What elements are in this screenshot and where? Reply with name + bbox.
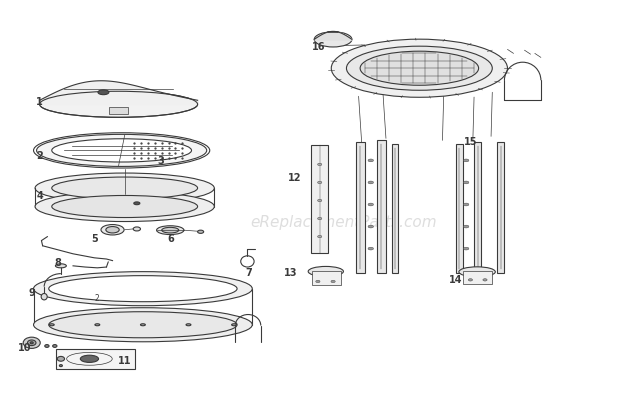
Ellipse shape (463, 247, 469, 250)
Bar (392, 144, 398, 273)
Ellipse shape (186, 324, 191, 326)
Ellipse shape (51, 196, 198, 218)
Text: 2: 2 (94, 294, 99, 303)
Ellipse shape (51, 177, 198, 199)
Ellipse shape (40, 91, 198, 117)
Ellipse shape (45, 345, 49, 347)
Ellipse shape (81, 355, 99, 362)
Ellipse shape (141, 324, 145, 326)
Ellipse shape (134, 202, 140, 204)
Ellipse shape (316, 280, 320, 283)
Ellipse shape (35, 191, 215, 222)
Ellipse shape (198, 230, 203, 234)
Ellipse shape (27, 340, 36, 346)
Ellipse shape (30, 342, 33, 344)
Text: 3: 3 (157, 156, 164, 166)
Ellipse shape (133, 227, 141, 231)
Ellipse shape (463, 203, 469, 206)
Ellipse shape (331, 39, 507, 97)
Ellipse shape (314, 32, 352, 47)
Bar (377, 140, 386, 273)
Ellipse shape (232, 324, 236, 326)
Ellipse shape (157, 226, 184, 235)
Ellipse shape (317, 199, 322, 202)
Bar (474, 142, 481, 273)
Ellipse shape (317, 235, 322, 238)
Text: eReplacementParts.com: eReplacementParts.com (250, 215, 436, 230)
Ellipse shape (98, 90, 109, 94)
Bar (312, 272, 341, 285)
Text: 5: 5 (91, 234, 98, 244)
Text: 12: 12 (288, 173, 301, 184)
Bar (456, 144, 463, 273)
Ellipse shape (37, 135, 206, 166)
Ellipse shape (463, 225, 469, 228)
Ellipse shape (162, 227, 179, 233)
Ellipse shape (368, 225, 373, 228)
Ellipse shape (368, 203, 373, 206)
Text: 10: 10 (18, 343, 31, 353)
Text: 16: 16 (312, 42, 326, 52)
Ellipse shape (50, 324, 54, 326)
Ellipse shape (317, 217, 322, 220)
Ellipse shape (57, 356, 64, 361)
Ellipse shape (49, 312, 237, 338)
Bar (355, 142, 365, 273)
Ellipse shape (317, 181, 322, 184)
Text: 4: 4 (36, 191, 43, 202)
Ellipse shape (331, 280, 335, 283)
Bar (110, 107, 128, 115)
Ellipse shape (368, 159, 373, 162)
Ellipse shape (360, 51, 479, 85)
Ellipse shape (53, 345, 57, 347)
Ellipse shape (106, 227, 119, 233)
Text: 11: 11 (118, 356, 131, 366)
Ellipse shape (41, 294, 47, 300)
Ellipse shape (33, 272, 252, 306)
Ellipse shape (51, 139, 192, 162)
Ellipse shape (101, 225, 124, 235)
Text: 15: 15 (464, 137, 478, 147)
Ellipse shape (23, 337, 40, 348)
Text: 14: 14 (449, 275, 463, 285)
Bar (463, 271, 492, 284)
Ellipse shape (483, 279, 487, 281)
Ellipse shape (463, 159, 469, 162)
Text: 1: 1 (36, 97, 43, 107)
Text: 2: 2 (36, 151, 43, 162)
Ellipse shape (35, 173, 215, 203)
Ellipse shape (55, 264, 66, 268)
Ellipse shape (308, 266, 343, 276)
Text: 9: 9 (29, 288, 35, 299)
Text: 13: 13 (284, 267, 298, 278)
Ellipse shape (347, 46, 492, 90)
Ellipse shape (463, 181, 469, 184)
Ellipse shape (368, 247, 373, 250)
Text: 6: 6 (167, 234, 174, 244)
Bar (497, 142, 505, 273)
Ellipse shape (95, 324, 100, 326)
Bar (56, 349, 135, 369)
Ellipse shape (459, 267, 495, 277)
Ellipse shape (317, 163, 322, 166)
Ellipse shape (60, 365, 63, 366)
Ellipse shape (33, 308, 252, 342)
Ellipse shape (49, 276, 237, 302)
Ellipse shape (468, 279, 472, 281)
Ellipse shape (368, 181, 373, 184)
Text: 8: 8 (55, 258, 61, 267)
Bar (311, 145, 328, 254)
Text: 7: 7 (246, 267, 252, 278)
